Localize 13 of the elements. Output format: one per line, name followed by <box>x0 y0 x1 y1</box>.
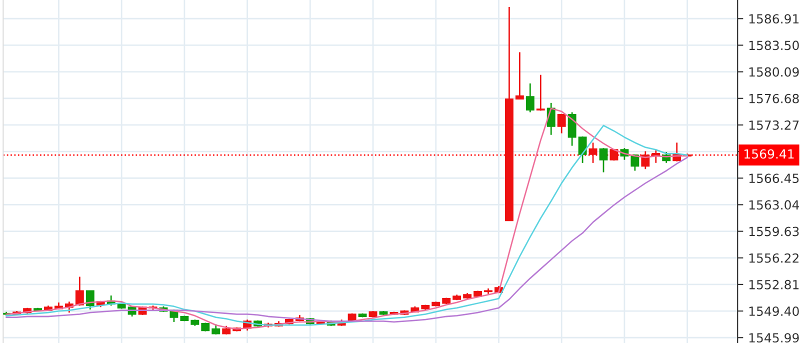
y-tick-label: 1583.50 <box>749 40 799 50</box>
y-tick-label: 1580.09 <box>749 67 799 77</box>
y-tick-label: 1573.27 <box>749 120 799 130</box>
y-tick-label: 1586.91 <box>749 14 799 24</box>
y-tick-label: 1566.45 <box>749 174 799 184</box>
ref-line-label: 1569.41 <box>744 149 794 159</box>
y-tick-label: 1545.99 <box>749 333 799 343</box>
y-tick-label: 1549.40 <box>749 306 799 316</box>
y-tick-label: 1576.68 <box>749 94 799 104</box>
y-tick-label: 1559.63 <box>749 226 799 236</box>
y-tick-label: 1552.81 <box>749 280 799 290</box>
y-tick-label: 1556.22 <box>749 253 798 263</box>
y-tick-label: 1563.04 <box>749 200 800 210</box>
